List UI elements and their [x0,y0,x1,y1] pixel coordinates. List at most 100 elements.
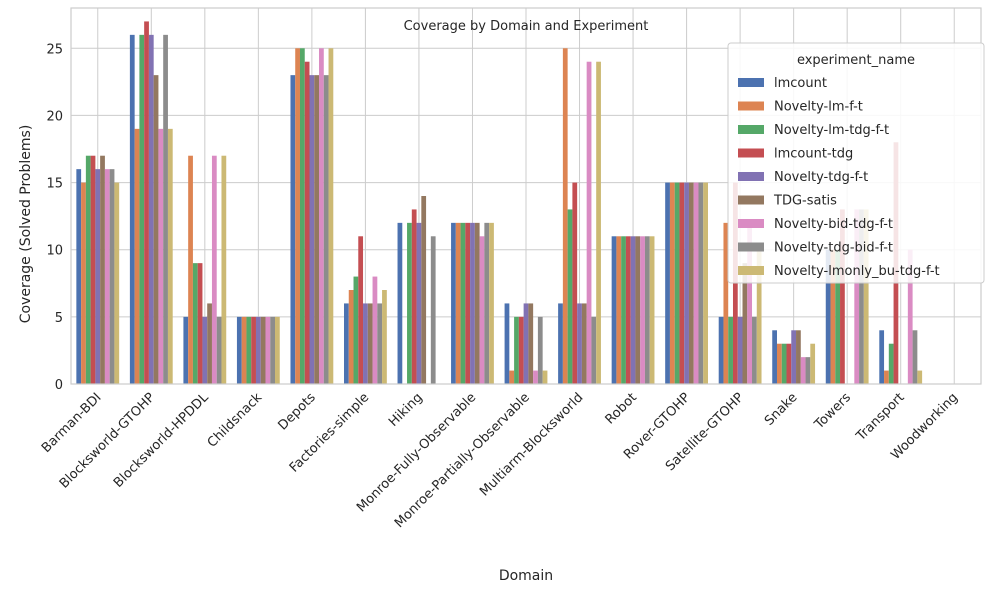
y-tick-label: 0 [55,378,63,393]
bar [221,155,227,384]
bar [246,316,252,384]
bar [567,209,573,384]
x-tick-label: Depots [276,390,319,433]
bar [479,236,485,384]
bar [917,370,923,384]
bar [518,316,524,384]
bar [474,222,480,384]
bar [776,343,782,384]
bar [241,316,247,384]
bar [644,236,650,384]
bar [299,48,305,385]
bar [752,316,757,384]
bar [265,316,271,384]
bar [216,316,222,384]
bar [786,343,792,384]
bar [621,236,626,384]
bar [100,155,105,384]
bar [888,343,894,384]
y-tick-label: 20 [46,109,63,124]
bar [372,276,378,384]
y-tick-label: 25 [46,42,63,57]
bar [537,316,543,384]
x-tick-label: Towers [811,390,854,433]
bar [679,182,685,384]
bar [630,236,636,384]
bar [430,236,436,384]
x-axis-label: Domain [499,568,553,584]
bar [255,316,261,384]
y-tick-label: 5 [55,311,63,326]
bar [109,169,115,384]
bar [863,209,869,384]
bar [275,316,280,384]
bar [236,316,242,384]
legend-entry: lmcount-tdg [774,147,853,162]
x-tick-label: Childsnack [205,390,266,451]
bar [188,155,193,384]
bar [747,222,753,384]
bar [772,330,777,384]
bar [470,222,475,384]
bar [840,209,845,384]
bar [163,34,168,384]
bar [304,61,310,384]
bar [309,75,315,385]
bar [674,182,680,384]
bar [358,236,364,384]
bar [533,370,538,384]
bar [611,236,617,384]
bar [523,303,529,384]
bar [260,316,266,384]
bar [581,303,587,384]
x-tick-label: Hiking [386,390,426,430]
bar [421,196,427,384]
legend-swatch [738,78,764,87]
bar [144,21,149,385]
bar [737,316,743,384]
x-tick-label: Transport [853,390,907,444]
bar [411,209,417,384]
bar [509,370,515,384]
bar [407,222,412,384]
y-tick-label: 10 [46,244,63,259]
legend-entry: lmcount [774,76,827,91]
bar [367,303,373,384]
x-tick-label: Blocksworld-GTOHP [57,390,158,491]
bar [912,330,918,384]
legend-swatch [738,172,764,181]
y-tick-label: 15 [46,177,63,192]
legend-swatch [738,219,764,228]
bar [907,249,913,384]
bar [167,128,173,384]
bar [558,303,563,384]
bar [640,236,645,384]
bar [344,303,349,384]
legend-entry: Novelty-lm-f-t [774,100,863,115]
bar [81,182,86,384]
bar [703,182,708,384]
bar [684,182,689,384]
bar [742,263,748,384]
bar [649,236,655,384]
legend-swatch [738,101,764,111]
bar [76,169,82,384]
legend-entry: Novelty-lm-tdg-f-t [774,123,889,138]
bar [723,222,729,384]
bar [197,263,203,384]
bar [586,61,592,384]
x-tick-label: Blocksworld-HPDDL [111,390,212,491]
bar [756,249,762,384]
bar [455,222,461,384]
chart-title: Coverage by Domain and Experiment [404,19,649,34]
bar [270,316,276,384]
bar [114,182,120,384]
bar [183,316,189,384]
bar [830,249,836,384]
bar [314,75,320,385]
bar-layer [76,21,923,385]
legend-entry: Novelty-lmonly_bu-tdg-f-t [774,264,940,279]
bar [781,343,787,384]
bar [625,236,631,384]
